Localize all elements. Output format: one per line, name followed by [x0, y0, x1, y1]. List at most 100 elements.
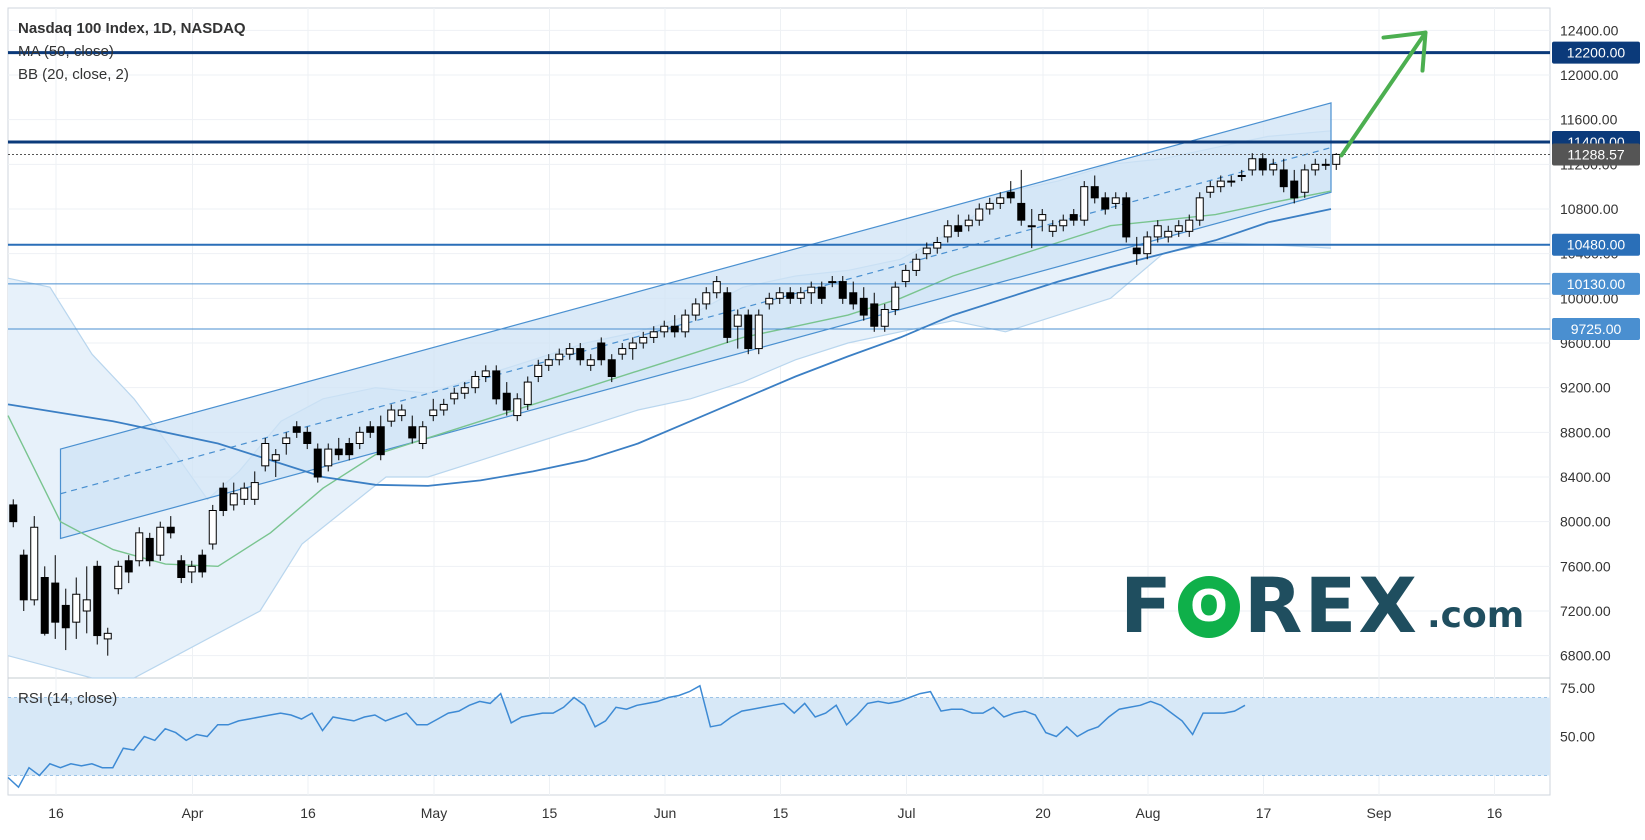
candle-up	[1227, 180, 1236, 183]
x-tick-label: Apr	[182, 805, 204, 821]
candle-up	[691, 303, 700, 316]
candle-up	[702, 292, 711, 305]
candle-down	[786, 292, 795, 299]
x-tick-label: 16	[300, 805, 316, 821]
candle-down	[670, 325, 679, 333]
y-tick-label: 6800.00	[1560, 648, 1611, 664]
candle-down	[870, 303, 879, 327]
candle-down	[1122, 197, 1131, 238]
candle-up	[1248, 158, 1257, 171]
y-tick-label: 8400.00	[1560, 469, 1611, 485]
candle-up	[828, 281, 837, 284]
candle-down	[40, 577, 49, 634]
candle-down	[366, 426, 375, 433]
x-tick-label: 16	[48, 805, 64, 821]
candle-down	[145, 537, 154, 562]
candle-up	[103, 632, 112, 640]
x-tick-label: Jul	[898, 805, 916, 821]
candle-up	[912, 258, 921, 271]
bb-legend: BB (20, close, 2)	[18, 66, 129, 83]
candle-up	[1269, 163, 1278, 171]
candle-up	[418, 426, 427, 444]
y-tick-label: 7200.00	[1560, 603, 1611, 619]
candle-down	[198, 554, 207, 573]
candle-up	[450, 392, 459, 400]
candle-up	[943, 225, 952, 238]
ma-legend: MA (50, close)	[18, 43, 114, 60]
level-tag-10130.00	[1552, 272, 1640, 295]
candle-up	[534, 364, 543, 378]
candle-up	[1048, 225, 1057, 232]
y-tick-label: 11600.00	[1560, 112, 1618, 128]
candle-up	[712, 281, 721, 294]
candle-down	[19, 554, 28, 601]
candle-down	[607, 359, 616, 377]
candle-up	[156, 526, 165, 556]
candle-up	[1332, 153, 1341, 165]
x-tick-label: 16	[1487, 805, 1503, 821]
candle-up	[996, 197, 1005, 204]
x-tick-label: 15	[542, 805, 558, 821]
y-tick-label: 8000.00	[1560, 514, 1611, 530]
candle-up	[187, 565, 196, 573]
x-tick-label: Jun	[654, 805, 677, 821]
candle-down	[376, 426, 385, 456]
candle-down	[492, 370, 501, 400]
x-tick-label: 20	[1035, 805, 1051, 821]
y-tick-label: 10800.00	[1560, 201, 1619, 217]
candle-up	[754, 314, 763, 350]
level-tag-10480.00	[1552, 233, 1640, 256]
candle-up	[271, 454, 280, 461]
candle-up	[1237, 175, 1246, 177]
candle-down	[408, 426, 417, 439]
candle-up	[1311, 163, 1320, 171]
candle-up	[1038, 214, 1047, 221]
candle-up	[922, 247, 931, 255]
candle-up	[775, 292, 784, 299]
last-price-label: 11288.57	[1567, 146, 1625, 162]
candle-down	[859, 297, 868, 316]
forex-logo: F O REX .com	[1120, 568, 1524, 644]
level-label: 9725.00	[1571, 321, 1622, 337]
candle-down	[292, 426, 301, 433]
candle-down	[744, 314, 753, 350]
candle-up	[555, 353, 564, 361]
candle-up	[933, 242, 942, 249]
candle-up	[796, 292, 805, 299]
candle-up	[250, 482, 259, 500]
logo-o-icon: O	[1177, 576, 1240, 638]
x-tick-label: Aug	[1136, 805, 1161, 821]
candle-up	[1321, 163, 1330, 166]
candle-up	[439, 403, 448, 411]
candle-down	[817, 286, 826, 299]
y-tick-label: 12400.00	[1560, 22, 1619, 38]
logo-text-left: F	[1120, 561, 1174, 650]
candle-up	[618, 348, 627, 355]
candle-up	[240, 487, 249, 500]
level-tag-12200.00	[1552, 41, 1640, 64]
rsi-tick-label: 50.00	[1560, 729, 1595, 745]
candle-down	[1132, 247, 1141, 255]
candle-up	[880, 309, 889, 327]
projection-arrow-head	[1381, 30, 1428, 73]
candle-down	[303, 431, 312, 445]
candle-up	[513, 398, 522, 417]
candle-down	[502, 392, 511, 411]
candle-up	[261, 443, 270, 467]
rsi-line	[7, 684, 1246, 789]
candle-down	[166, 526, 175, 534]
candle-down	[849, 292, 858, 305]
candle-up	[72, 593, 81, 623]
candle-up	[628, 342, 637, 350]
bollinger-basis-line	[7, 190, 1332, 568]
candle-up	[324, 448, 333, 467]
candle-down	[1290, 180, 1299, 199]
candle-up	[82, 599, 91, 612]
level-label: 10480.00	[1567, 237, 1626, 253]
candle-up	[1111, 197, 1120, 204]
candle-up	[1059, 219, 1068, 227]
candle-up	[1195, 197, 1204, 221]
candle-up	[1185, 219, 1194, 232]
chart-title: Nasdaq 100 Index, 1D, NASDAQ	[18, 20, 246, 37]
